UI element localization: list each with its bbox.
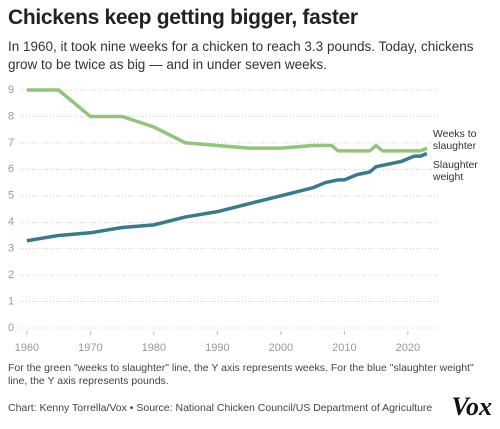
- y-tick-label: 6: [8, 163, 14, 175]
- logo: Vox: [451, 392, 492, 421]
- y-tick-label: 5: [8, 190, 14, 202]
- y-tick-label: 8: [8, 110, 14, 122]
- x-tick-label: 1970: [78, 342, 102, 354]
- x-tick-label: 2010: [332, 342, 356, 354]
- x-tick-label: 1990: [205, 342, 229, 354]
- y-tick-label: 4: [8, 216, 14, 228]
- chart-note: For the green "weeks to slaughter" line,…: [8, 362, 474, 387]
- y-tick-label: 1: [8, 295, 14, 307]
- series-label: Weeks to slaughter: [432, 128, 477, 153]
- y-tick-label: 7: [8, 137, 14, 149]
- chart-subtitle: In 1960, it took nine weeks for a chicke…: [8, 39, 474, 72]
- chart-title: Chickens keep getting bigger, faster: [8, 6, 358, 29]
- x-tick-label: 2000: [269, 342, 293, 354]
- series-line: [26, 88, 428, 153]
- x-tick-label: 1960: [15, 342, 39, 354]
- x-tick-label: 2020: [396, 342, 420, 354]
- series-line: [26, 151, 428, 243]
- y-tick-label: 9: [8, 84, 14, 96]
- series-label: Slaughter weight: [432, 159, 478, 184]
- y-tick-label: 3: [8, 243, 14, 255]
- y-tick-label: 2: [8, 269, 14, 281]
- chart-source: Chart: Kenny Torrella/Vox • Source: Nati…: [8, 402, 433, 414]
- y-tick-label: 0: [8, 322, 14, 334]
- x-tick-label: 1980: [142, 342, 166, 354]
